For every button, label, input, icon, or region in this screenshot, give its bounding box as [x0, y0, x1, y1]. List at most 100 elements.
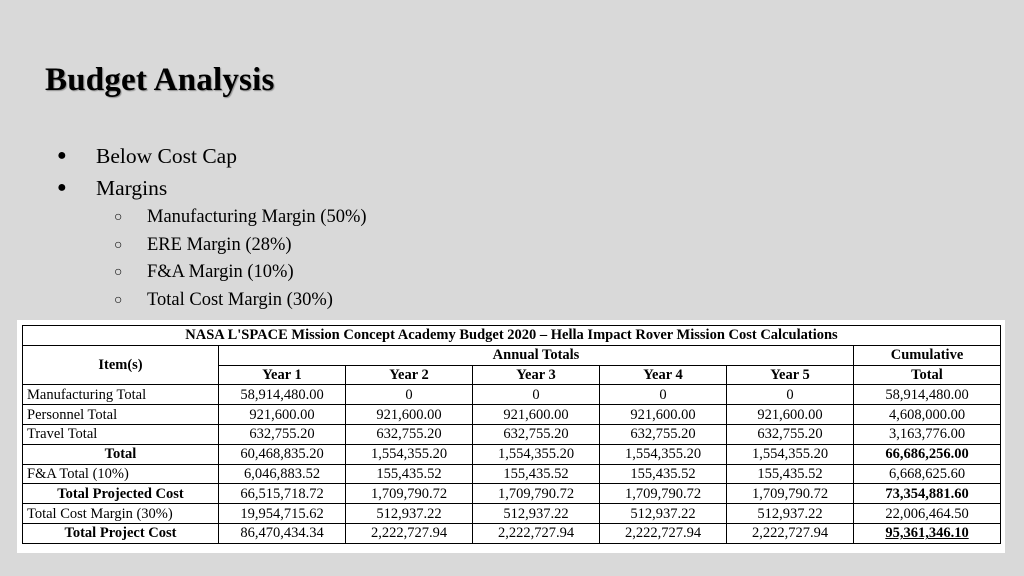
cell-value: 512,937.22 — [599, 503, 727, 524]
cell-value: 86,470,434.34 — [218, 522, 346, 544]
table-year-header-row: Year 1 Year 2 Year 3 Year 4 Year 5 Total — [23, 364, 1001, 386]
cell-value: 19,954,715.62 — [218, 503, 346, 524]
sub-bullet-label: F&A Margin (10%) — [147, 262, 294, 282]
sub-bullet-ere-margin: ○ ERE Margin (28%) — [106, 232, 367, 260]
table-caption: NASA L'SPACE Mission Concept Academy Bud… — [22, 325, 1001, 346]
cell-value: 1,709,790.72 — [345, 483, 473, 505]
cell-value: 632,755.20 — [726, 423, 854, 445]
table-caption-row: NASA L'SPACE Mission Concept Academy Bud… — [22, 325, 1001, 346]
cell-value: 1,554,355.20 — [726, 443, 854, 465]
cell-value: 632,755.20 — [218, 423, 346, 445]
cell-value: 155,435.52 — [345, 463, 473, 485]
bullet-dot-icon: ● — [57, 179, 67, 196]
cell-value: 1,709,790.72 — [599, 483, 727, 505]
cell-value: 512,937.22 — [472, 503, 600, 524]
row-label: Travel Total — [22, 423, 219, 445]
budget-table-panel: NASA L'SPACE Mission Concept Academy Bud… — [17, 320, 1005, 553]
cell-value: 632,755.20 — [599, 423, 727, 445]
cell-value: 512,937.22 — [345, 503, 473, 524]
cumulative-value: 58,914,480.00 — [853, 384, 1001, 406]
year-header: Year 4 — [599, 364, 727, 386]
cell-value: 155,435.52 — [726, 463, 854, 485]
bullet-label: Below Cost Cap — [96, 144, 237, 168]
sub-bullet-label: Manufacturing Margin (50%) — [147, 207, 367, 227]
cell-value: 921,600.00 — [218, 404, 346, 425]
cell-value: 921,600.00 — [599, 404, 727, 425]
cell-value: 155,435.52 — [472, 463, 600, 485]
cumulative-value: 4,608,000.00 — [853, 404, 1001, 425]
cell-value: 0 — [726, 384, 854, 406]
cell-value: 1,554,355.20 — [345, 443, 473, 465]
cell-value: 6,046,883.52 — [218, 463, 346, 485]
cell-value: 2,222,727.94 — [345, 522, 473, 544]
cell-value: 1,554,355.20 — [599, 443, 727, 465]
year-header: Year 3 — [472, 364, 600, 386]
table-row-grand-total: Total Project Cost 86,470,434.34 2,222,7… — [22, 522, 1001, 544]
row-label: Total — [22, 443, 219, 465]
cell-value: 66,515,718.72 — [218, 483, 346, 505]
sub-bullet-list: ○ Manufacturing Margin (50%) ○ ERE Margi… — [55, 204, 367, 314]
table-header-row: Item(s) Annual Totals Cumulative — [22, 344, 1001, 386]
bullet-list: ● Below Cost Cap ● Margins ○ Manufacturi… — [55, 140, 367, 314]
sub-bullet-label: Total Cost Margin (30%) — [147, 289, 333, 310]
bullet-dot-icon: ● — [57, 147, 67, 164]
bullet-circle-icon: ○ — [114, 210, 123, 225]
cell-value: 2,222,727.94 — [599, 522, 727, 544]
cell-value: 921,600.00 — [472, 404, 600, 425]
cell-value: 1,709,790.72 — [472, 483, 600, 505]
cell-value: 921,600.00 — [345, 404, 473, 425]
table-row: Personnel Total 921,600.00 921,600.00 92… — [22, 404, 1001, 425]
cell-value: 1,554,355.20 — [472, 443, 600, 465]
year-header: Year 2 — [345, 364, 473, 386]
table-row: F&A Total (10%) 6,046,883.52 155,435.52 … — [22, 463, 1001, 485]
row-label: F&A Total (10%) — [22, 463, 219, 485]
bullet-circle-icon: ○ — [114, 265, 123, 280]
cumulative-value: 6,668,625.60 — [853, 463, 1001, 485]
cumulative-value: 3,163,776.00 — [853, 423, 1001, 445]
bullet-circle-icon: ○ — [114, 237, 123, 253]
sub-bullet-label: ERE Margin (28%) — [147, 234, 292, 255]
row-label: Total Projected Cost — [22, 483, 219, 505]
sub-bullet-total-cost-margin: ○ Total Cost Margin (30%) — [106, 287, 367, 315]
bullet-below-cost-cap: ● Below Cost Cap — [55, 140, 367, 172]
cell-value: 921,600.00 — [726, 404, 854, 425]
cell-value: 0 — [599, 384, 727, 406]
cell-value: 1,709,790.72 — [726, 483, 854, 505]
cell-value: 60,468,835.20 — [218, 443, 346, 465]
row-label: Total Cost Margin (30%) — [22, 503, 219, 524]
bullet-circle-icon: ○ — [114, 292, 123, 308]
annual-totals-header: Annual Totals — [218, 344, 854, 366]
cumulative-value: 66,686,256.00 — [853, 443, 1001, 465]
year-header: Year 1 — [218, 364, 346, 386]
table-row-subtotal: Total 60,468,835.20 1,554,355.20 1,554,3… — [22, 443, 1001, 465]
slide-title: Budget Analysis — [45, 62, 275, 98]
row-label: Total Project Cost — [22, 522, 219, 544]
budget-table: NASA L'SPACE Mission Concept Academy Bud… — [22, 325, 1001, 544]
cell-value: 2,222,727.94 — [726, 522, 854, 544]
cumulative-total-header: Total — [853, 364, 1001, 386]
table-row: Travel Total 632,755.20 632,755.20 632,7… — [22, 423, 1001, 445]
cell-value: 0 — [472, 384, 600, 406]
cell-value: 0 — [345, 384, 473, 406]
cell-value: 512,937.22 — [726, 503, 854, 524]
cell-value: 632,755.20 — [345, 423, 473, 445]
table-row: Total Cost Margin (30%) 19,954,715.62 51… — [22, 503, 1001, 524]
bullet-label: Margins — [96, 176, 168, 200]
item-header: Item(s) — [22, 344, 219, 386]
sub-bullet-manufacturing-margin: ○ Manufacturing Margin (50%) — [106, 204, 367, 232]
cell-value: 2,222,727.94 — [472, 522, 600, 544]
cumulative-value: 73,354,881.60 — [853, 483, 1001, 505]
table-row-projected: Total Projected Cost 66,515,718.72 1,709… — [22, 483, 1001, 505]
cumulative-value: 22,006,464.50 — [853, 503, 1001, 524]
table-row: Manufacturing Total 58,914,480.00 0 0 0 … — [22, 384, 1001, 406]
sub-bullet-container: ○ Manufacturing Margin (50%) ○ ERE Margi… — [55, 204, 367, 314]
bullet-margins: ● Margins — [55, 172, 367, 204]
row-label: Personnel Total — [22, 404, 219, 425]
cell-value: 632,755.20 — [472, 423, 600, 445]
year-header: Year 5 — [726, 364, 854, 386]
sub-bullet-fa-margin: ○ F&A Margin (10%) — [106, 259, 367, 287]
row-label: Manufacturing Total — [22, 384, 219, 406]
cell-value: 155,435.52 — [599, 463, 727, 485]
cumulative-header: Cumulative — [853, 344, 1001, 366]
cumulative-value: 95,361,346.10 — [853, 522, 1001, 544]
